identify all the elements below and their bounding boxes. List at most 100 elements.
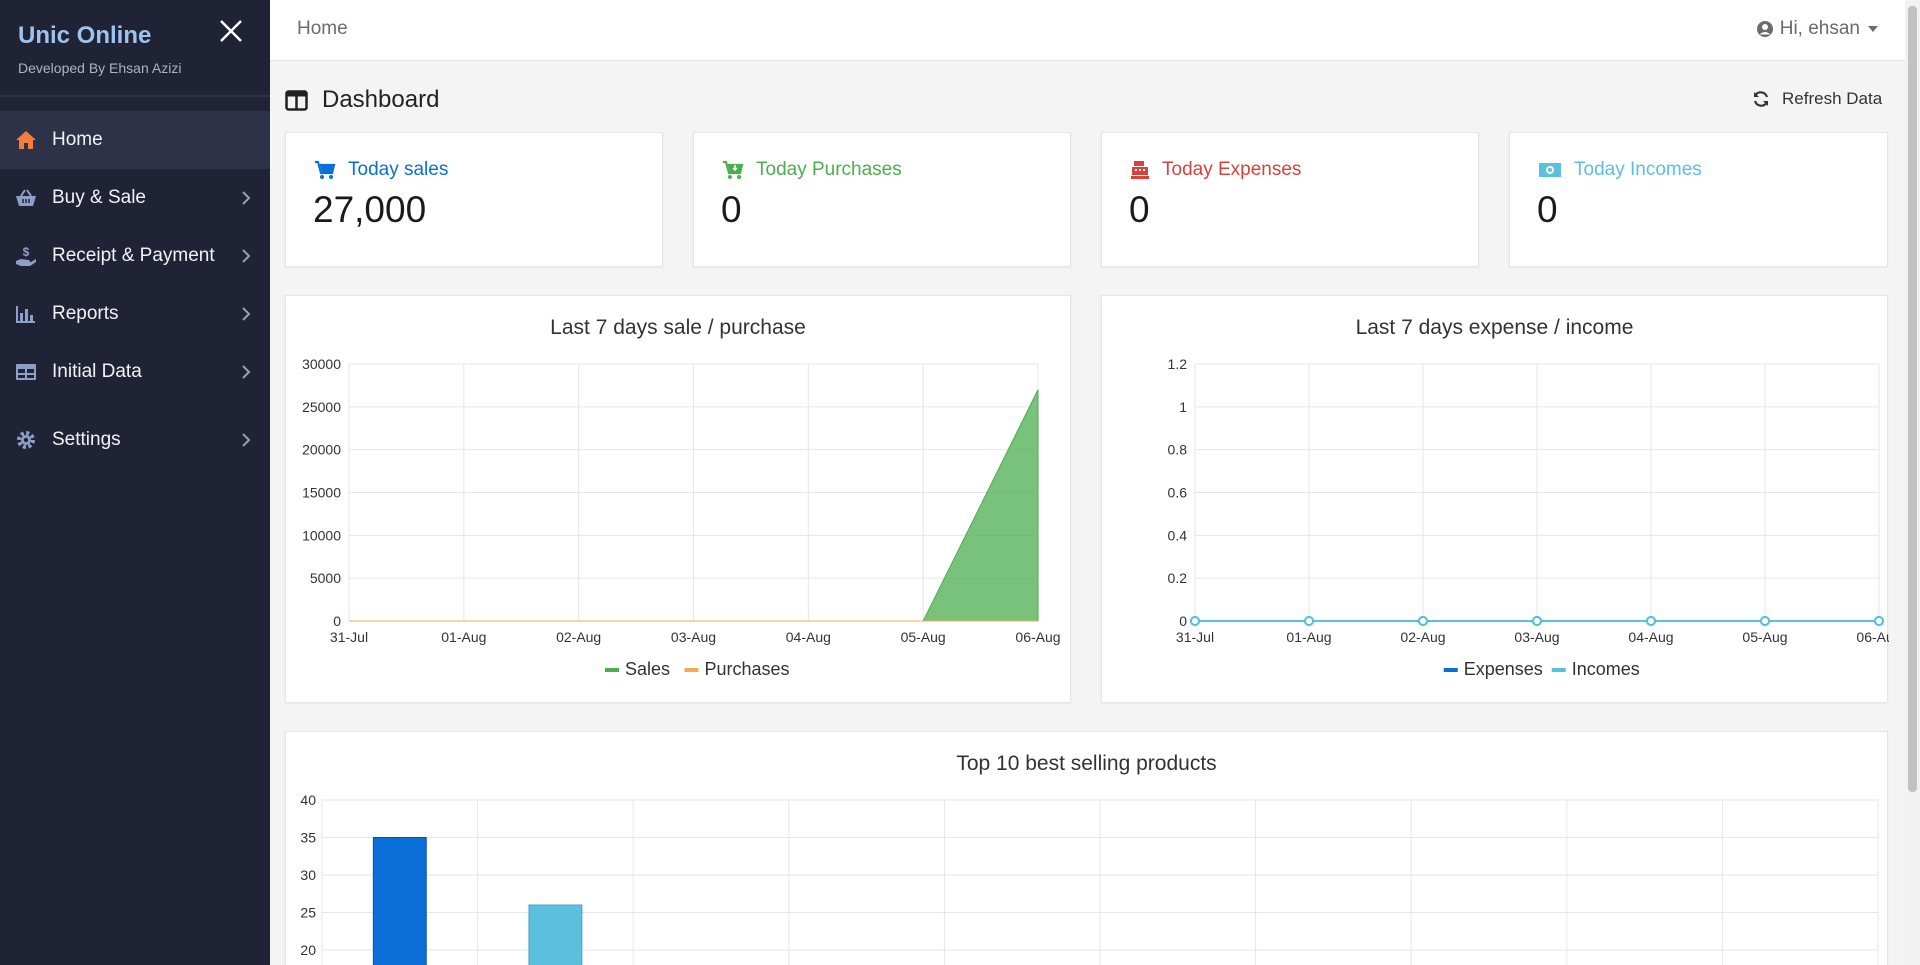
y-tick-label: 20 [300, 942, 316, 958]
y-tick-label: 25000 [302, 399, 341, 415]
page-title: Dashboard [322, 86, 440, 113]
scrollbar-thumb[interactable] [1908, 6, 1917, 792]
topbar: Home Hi, ehsan [270, 0, 1905, 61]
sidebar-item-label: Buy & Sale [52, 187, 146, 208]
y-tick-label: 40 [300, 792, 316, 808]
svg-text:$: $ [23, 245, 30, 259]
sidebar-item-reports[interactable]: Reports [0, 285, 270, 343]
x-tick-label: 02-Aug [1400, 629, 1445, 645]
top-products-chart: 40 35 30 25 20 [300, 792, 1879, 965]
data-point [1304, 616, 1314, 626]
legend-swatch [605, 668, 619, 672]
refresh-label: Refresh Data [1782, 89, 1883, 108]
chart-title: Last 7 days expense / income [1355, 316, 1634, 339]
cart-download-icon [723, 160, 744, 179]
chart-card-top-products: Top 10 best selling products 40 35 30 25 20 [285, 731, 1888, 965]
sidebar-item-label: Settings [52, 429, 121, 450]
sidebar-item-receipt-payment[interactable]: $ Receipt & Payment [0, 227, 270, 285]
chevron-right-icon [242, 433, 251, 447]
hand-dollar-icon: $ [14, 244, 38, 268]
stat-label: Today Expenses [1130, 159, 1301, 181]
data-point [1418, 616, 1428, 626]
page-header: Dashboard [285, 86, 439, 114]
y-tick-label: 0.4 [1168, 527, 1188, 543]
x-tick-label: 31-Jul [1176, 629, 1214, 645]
breadcrumb-home[interactable]: Home [297, 18, 348, 39]
y-tick-label: 1 [1179, 399, 1187, 415]
y-tick-label: 20000 [302, 442, 341, 458]
sidebar-item-settings[interactable]: Settings [0, 411, 270, 469]
user-menu[interactable]: Hi, ehsan [1756, 18, 1880, 40]
x-tick-label: 04-Aug [1628, 629, 1673, 645]
brand-title: Unic Online [18, 22, 152, 49]
home-icon [14, 128, 38, 152]
x-tick-label: 31-Jul [330, 629, 368, 645]
stat-card-today-sales: Today sales 27,000 [285, 132, 663, 267]
cash-register-icon [1131, 161, 1149, 179]
x-tick-label: 01-Aug [441, 629, 486, 645]
stat-label-text: Today Expenses [1162, 159, 1302, 180]
legend-label: Incomes [1572, 659, 1640, 679]
basket-icon [14, 186, 38, 210]
legend-label: Expenses [1464, 659, 1543, 679]
user-greeting: Hi, ehsan [1779, 18, 1860, 39]
y-tick-label: 1.2 [1168, 356, 1188, 372]
y-tick-label: 35 [300, 830, 316, 846]
refresh-data-button[interactable]: Refresh Data [1752, 89, 1882, 109]
chart-card-expense-income: Last 7 days expense / income 0 0.2 0.4 0.6 0… [1101, 295, 1889, 703]
y-tick-label: 30000 [302, 356, 341, 372]
page-scrollbar[interactable] [1905, 0, 1920, 965]
sidebar: Unic Online Developed By Ehsan Azizi Hom… [0, 0, 270, 965]
bar-chart-icon [14, 302, 38, 326]
stat-label: Today Incomes [1538, 159, 1702, 181]
sale-purchase-chart: 0 5000 10000 15000 20000 25000 30000 31-Jul 01-A… [302, 356, 1061, 679]
stat-card-today-expenses: Today Expenses 0 [1101, 132, 1479, 267]
chevron-right-icon [242, 307, 251, 321]
brand-subtitle: Developed By Ehsan Azizi [18, 60, 182, 76]
gear-icon [14, 428, 38, 452]
sidebar-nav: Home Buy & Sale $ Receipt & Payment Repo… [0, 97, 270, 469]
y-tick-label: 30 [300, 867, 316, 883]
sidebar-item-label: Home [52, 129, 103, 150]
sidebar-item-label: Initial Data [52, 361, 142, 382]
stat-value: 27,000 [313, 189, 427, 230]
x-tick-label: 02-Aug [556, 629, 601, 645]
y-tick-label: 0 [1179, 613, 1187, 629]
refresh-icon [1753, 91, 1769, 107]
y-tick-label: 10000 [302, 527, 341, 543]
stat-value: 0 [721, 189, 742, 230]
legend-label: Purchases [705, 659, 790, 679]
table-icon [14, 360, 38, 384]
bar [372, 837, 427, 965]
caret-down-icon [1868, 26, 1878, 32]
data-point [1190, 616, 1200, 626]
data-point [1874, 616, 1884, 626]
sidebar-item-buy-sale[interactable]: Buy & Sale [0, 169, 270, 227]
chart-card-sale-purchase: Last 7 days sale / purchase 0 5000 10000 15… [285, 295, 1071, 703]
user-circle-icon [1756, 21, 1773, 37]
chevron-right-icon [242, 365, 251, 379]
y-tick-label: 0.8 [1168, 442, 1188, 458]
nav-spacer [0, 401, 270, 411]
bar [528, 904, 583, 965]
legend-swatch [1551, 668, 1566, 672]
close-icon[interactable] [216, 16, 246, 46]
dashboard-icon [285, 89, 308, 111]
stat-card-today-incomes: Today Incomes 0 [1509, 132, 1888, 267]
x-tick-label: 03-Aug [1514, 629, 1559, 645]
cart-icon [315, 160, 336, 179]
x-tick-label: 05-Aug [1742, 629, 1787, 645]
sidebar-item-home[interactable]: Home [0, 111, 270, 169]
chevron-right-icon [242, 249, 251, 263]
x-tick-label: 03-Aug [671, 629, 716, 645]
stat-label-text: Today Incomes [1574, 159, 1702, 180]
data-point [1760, 616, 1770, 626]
money-bill-icon [1539, 163, 1561, 177]
sidebar-item-initial-data[interactable]: Initial Data [0, 343, 270, 401]
y-tick-label: 0.2 [1168, 570, 1188, 586]
chevron-right-icon [242, 191, 251, 205]
stat-card-today-purchases: Today Purchases 0 [693, 132, 1071, 267]
legend-swatch [1443, 668, 1458, 672]
y-tick-label: 0 [333, 613, 341, 629]
brand: Unic Online Developed By Ehsan Azizi [0, 0, 270, 97]
